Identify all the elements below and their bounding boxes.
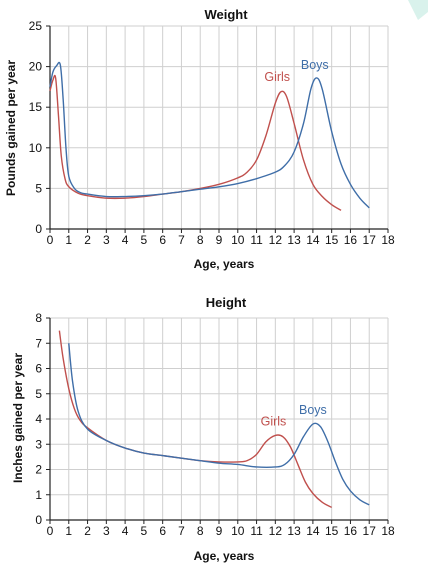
height-y-tick-label: 8 bbox=[35, 311, 42, 325]
weight-x-tick-label: 9 bbox=[216, 233, 223, 247]
height-x-tick-label: 8 bbox=[197, 524, 204, 538]
height-x-tick-label: 10 bbox=[231, 524, 245, 538]
weight-chart-title: Weight bbox=[204, 7, 248, 22]
weight-x-tick-label: 3 bbox=[103, 233, 110, 247]
weight-y-tick-label: 10 bbox=[29, 141, 43, 155]
height-boys-label: Boys bbox=[299, 403, 327, 417]
height-y-tick-label: 0 bbox=[35, 513, 42, 527]
height-x-tick-label: 14 bbox=[306, 524, 320, 538]
height-y-axis-title: Inches gained per year bbox=[11, 353, 25, 483]
height-x-tick-label: 4 bbox=[122, 524, 129, 538]
weight-x-tick-label: 5 bbox=[141, 233, 148, 247]
weight-series-labels: Girls Boys bbox=[264, 58, 328, 84]
height-x-tick-label: 17 bbox=[363, 524, 377, 538]
height-x-tick-label: 7 bbox=[178, 524, 185, 538]
height-y-tick-label: 5 bbox=[35, 387, 42, 401]
weight-x-tick-label: 17 bbox=[363, 233, 377, 247]
height-y-tick-label: 7 bbox=[35, 336, 42, 350]
height-x-tick-label: 5 bbox=[141, 524, 148, 538]
height-y-tick-label: 3 bbox=[35, 437, 42, 451]
height-x-tick-label: 12 bbox=[269, 524, 283, 538]
weight-x-tick-label: 15 bbox=[325, 233, 339, 247]
weight-x-tick-label: 4 bbox=[122, 233, 129, 247]
weight-x-tick-label: 1 bbox=[65, 233, 72, 247]
height-axes bbox=[46, 317, 389, 524]
height-chart: Height 0 1 2 3 4 5 6 7 8 9 10 11 12 13 14 15 16 17 18 0123… bbox=[11, 295, 395, 563]
weight-x-tick-label: 7 bbox=[178, 233, 185, 247]
height-girls-label: Girls bbox=[261, 414, 287, 428]
weight-x-tick-label: 13 bbox=[287, 233, 301, 247]
weight-x-tick-label: 12 bbox=[269, 233, 283, 247]
corner-decoration bbox=[408, 0, 428, 20]
height-y-tick-label: 2 bbox=[35, 463, 42, 477]
weight-chart: Weight 0 1 2 3 4 5 6 7 8 9 10 11 12 13 14 15 16 17 18 0510… bbox=[4, 7, 395, 271]
height-y-tick-label: 6 bbox=[35, 362, 42, 376]
weight-girls-line bbox=[49, 74, 342, 211]
weight-x-tick-label: 8 bbox=[197, 233, 204, 247]
height-chart-title: Height bbox=[206, 295, 247, 310]
weight-x-tick-label: 18 bbox=[381, 233, 395, 247]
height-x-tick-label: 16 bbox=[344, 524, 358, 538]
weight-boys-label: Boys bbox=[301, 58, 329, 72]
weight-series bbox=[49, 61, 370, 211]
height-x-tick-labels: 0 1 2 3 4 5 6 7 8 9 10 11 12 13 14 15 16 17 18 bbox=[47, 524, 395, 538]
height-grid bbox=[50, 317, 389, 520]
weight-x-tick-label: 10 bbox=[231, 233, 245, 247]
weight-x-tick-label: 14 bbox=[306, 233, 320, 247]
weight-y-tick-label: 0 bbox=[35, 222, 42, 236]
height-series-labels: Girls Boys bbox=[261, 403, 327, 428]
weight-girls-label: Girls bbox=[264, 70, 290, 84]
height-x-tick-label: 2 bbox=[84, 524, 91, 538]
height-x-tick-label: 6 bbox=[159, 524, 166, 538]
weight-x-tick-label: 2 bbox=[84, 233, 91, 247]
weight-y-tick-label: 15 bbox=[29, 100, 43, 114]
height-y-tick-label: 4 bbox=[35, 412, 42, 426]
weight-x-tick-label: 11 bbox=[250, 233, 263, 247]
weight-x-tick-label: 6 bbox=[159, 233, 166, 247]
height-x-tick-label: 11 bbox=[250, 524, 263, 538]
height-series bbox=[58, 330, 370, 509]
height-y-tick-labels: 0 1 2 3 4 5 6 7 8 bbox=[35, 311, 42, 527]
weight-y-axis-title: Pounds gained per year bbox=[4, 60, 18, 196]
weight-x-tick-label: 16 bbox=[344, 233, 358, 247]
height-x-tick-label: 15 bbox=[325, 524, 339, 538]
height-x-tick-label: 1 bbox=[65, 524, 72, 538]
weight-y-tick-label: 20 bbox=[29, 60, 43, 74]
weight-y-tick-label: 5 bbox=[35, 181, 42, 195]
weight-x-tick-labels: 0 1 2 3 4 5 6 7 8 9 10 11 12 13 14 15 16 17 18 bbox=[47, 233, 395, 247]
height-x-tick-label: 9 bbox=[216, 524, 223, 538]
height-y-tick-label: 1 bbox=[35, 488, 42, 502]
height-boys-line bbox=[68, 343, 370, 506]
weight-y-tick-labels: 0 5 10 15 20 25 bbox=[29, 19, 43, 236]
height-x-axis-title: Age, years bbox=[194, 549, 255, 563]
height-girls-line bbox=[58, 330, 333, 509]
height-x-tick-label: 13 bbox=[287, 524, 301, 538]
weight-y-tick-label: 25 bbox=[29, 19, 43, 33]
height-x-tick-label: 0 bbox=[47, 524, 54, 538]
height-x-tick-label: 18 bbox=[381, 524, 395, 538]
height-x-tick-label: 3 bbox=[103, 524, 110, 538]
weight-grid bbox=[50, 25, 389, 229]
weight-x-tick-label: 0 bbox=[47, 233, 54, 247]
weight-x-axis-title: Age, years bbox=[194, 257, 255, 271]
weight-axes bbox=[46, 25, 389, 233]
weight-boys-line bbox=[49, 61, 370, 209]
